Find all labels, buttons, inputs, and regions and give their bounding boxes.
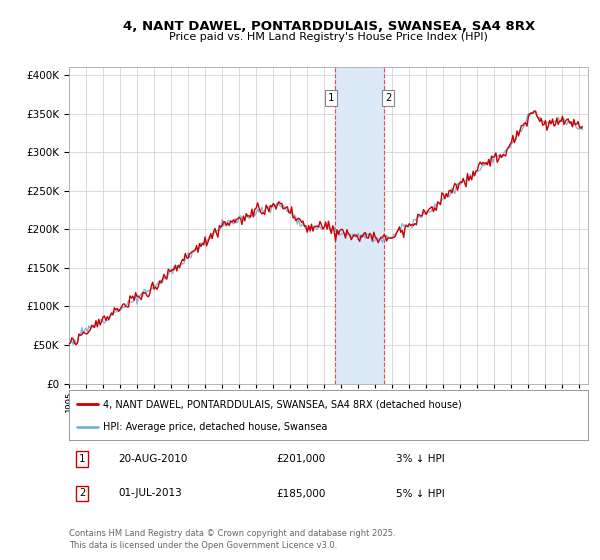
Bar: [335, 67, 384, 384]
Text: £185,000: £185,000: [277, 488, 326, 498]
Text: Price paid vs. HM Land Registry's House Price Index (HPI): Price paid vs. HM Land Registry's House …: [169, 32, 488, 43]
Text: 01-JUL-2013: 01-JUL-2013: [118, 488, 182, 498]
Text: 2: 2: [79, 488, 85, 498]
Text: HPI: Average price, detached house, Swansea: HPI: Average price, detached house, Swan…: [103, 422, 327, 432]
Text: 1: 1: [328, 93, 334, 103]
Text: 20-AUG-2010: 20-AUG-2010: [118, 454, 188, 464]
Text: 5% ↓ HPI: 5% ↓ HPI: [396, 488, 445, 498]
Text: 2: 2: [385, 93, 391, 103]
Text: 1: 1: [79, 454, 85, 464]
Text: 4, NANT DAWEL, PONTARDDULAIS, SWANSEA, SA4 8RX: 4, NANT DAWEL, PONTARDDULAIS, SWANSEA, S…: [122, 20, 535, 32]
Text: Contains HM Land Registry data © Crown copyright and database right 2025.
This d: Contains HM Land Registry data © Crown c…: [69, 529, 395, 550]
Text: £201,000: £201,000: [277, 454, 326, 464]
Text: 4, NANT DAWEL, PONTARDDULAIS, SWANSEA, SA4 8RX (detached house): 4, NANT DAWEL, PONTARDDULAIS, SWANSEA, S…: [103, 399, 461, 409]
Text: 3% ↓ HPI: 3% ↓ HPI: [396, 454, 445, 464]
